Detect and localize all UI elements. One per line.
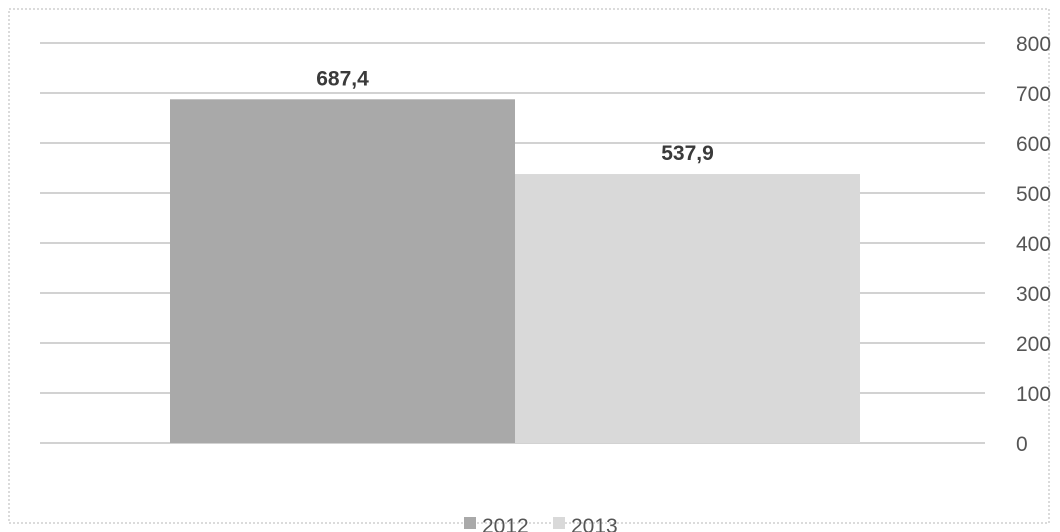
y-tick-label-200: 200 — [1016, 333, 1051, 356]
y-tick-label-0: 0 — [1016, 433, 1028, 456]
y-tick-label-800: 800 — [1016, 33, 1051, 56]
bars — [170, 99, 860, 444]
data-labels: 687,4 537,9 — [316, 67, 714, 165]
y-tick-label-400: 400 — [1016, 233, 1051, 256]
legend-label-2013: 2013 — [571, 515, 618, 532]
legend-swatch-2013 — [553, 517, 565, 529]
y-tick-label-500: 500 — [1016, 183, 1051, 206]
legend-label-2012: 2012 — [482, 515, 529, 532]
y-axis-ticks: 0 100 200 300 400 500 600 700 800 — [1016, 33, 1051, 456]
y-tick-label-100: 100 — [1016, 383, 1051, 406]
y-tick-label-300: 300 — [1016, 283, 1051, 306]
y-tick-label-700: 700 — [1016, 83, 1051, 106]
bar-2013 — [515, 174, 860, 444]
data-label-2013: 537,9 — [661, 142, 714, 165]
data-label-2012: 687,4 — [316, 67, 369, 90]
legend: 2012 2013 — [464, 515, 618, 532]
bar-2012 — [170, 99, 515, 444]
legend-swatch-2012 — [464, 517, 476, 529]
chart-frame — [8, 8, 1050, 524]
y-tick-label-600: 600 — [1016, 133, 1051, 156]
